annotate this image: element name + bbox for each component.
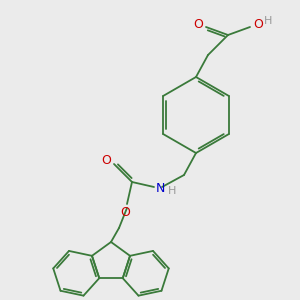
Text: O: O	[120, 206, 130, 220]
Text: O: O	[253, 19, 263, 32]
Text: N: N	[155, 182, 165, 194]
Text: H: H	[264, 16, 272, 26]
Text: H: H	[168, 186, 176, 196]
Text: O: O	[193, 19, 203, 32]
Text: O: O	[101, 154, 111, 167]
